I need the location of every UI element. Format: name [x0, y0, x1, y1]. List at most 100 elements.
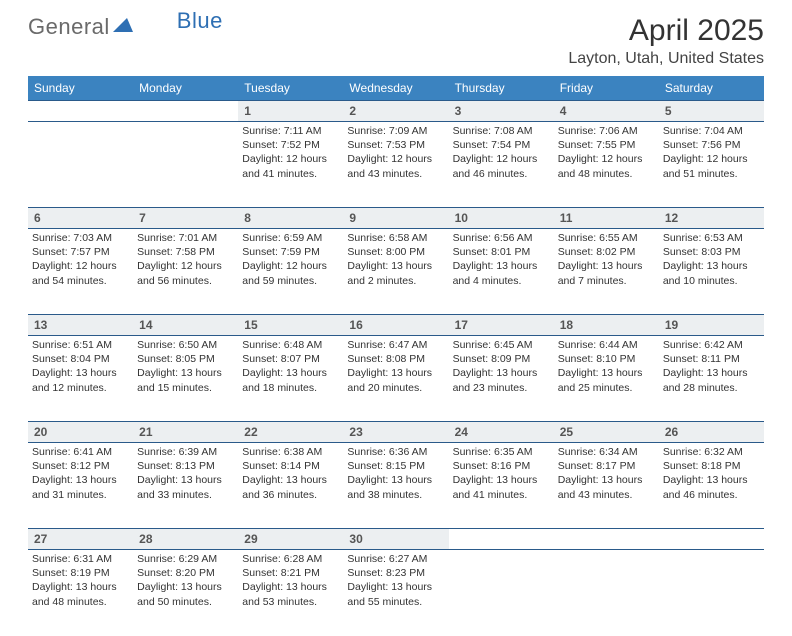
day-number: 19	[659, 315, 764, 335]
day-detail: Sunrise: 7:03 AMSunset: 7:57 PMDaylight:…	[32, 229, 129, 288]
day-cell: Sunrise: 6:44 AMSunset: 8:10 PMDaylight:…	[554, 336, 659, 422]
day-number-cell: 2	[343, 101, 448, 122]
day-number-cell: 19	[659, 315, 764, 336]
day-cell: Sunrise: 6:58 AMSunset: 8:00 PMDaylight:…	[343, 229, 448, 315]
day-cell: Sunrise: 6:39 AMSunset: 8:13 PMDaylight:…	[133, 443, 238, 529]
day-number-row: 13141516171819	[28, 315, 764, 336]
day-number-cell: 12	[659, 208, 764, 229]
day-cell: Sunrise: 6:59 AMSunset: 7:59 PMDaylight:…	[238, 229, 343, 315]
weekday-header: Wednesday	[343, 76, 448, 101]
day-detail: Sunrise: 6:44 AMSunset: 8:10 PMDaylight:…	[558, 336, 655, 395]
day-detail: Sunrise: 6:42 AMSunset: 8:11 PMDaylight:…	[663, 336, 760, 395]
page-subtitle: Layton, Utah, United States	[568, 50, 764, 68]
day-number-cell: 5	[659, 101, 764, 122]
weekday-header: Friday	[554, 76, 659, 101]
day-content-row: Sunrise: 6:31 AMSunset: 8:19 PMDaylight:…	[28, 550, 764, 636]
day-cell: Sunrise: 6:42 AMSunset: 8:11 PMDaylight:…	[659, 336, 764, 422]
empty-cell	[133, 122, 238, 208]
day-detail: Sunrise: 6:47 AMSunset: 8:08 PMDaylight:…	[347, 336, 444, 395]
day-number: 21	[133, 422, 238, 442]
day-number: 5	[659, 101, 764, 121]
day-number-cell: 25	[554, 422, 659, 443]
day-detail: Sunrise: 6:29 AMSunset: 8:20 PMDaylight:…	[137, 550, 234, 609]
page-title: April 2025	[568, 14, 764, 48]
day-detail: Sunrise: 6:31 AMSunset: 8:19 PMDaylight:…	[32, 550, 129, 609]
day-number-cell: 28	[133, 529, 238, 550]
day-number: 28	[133, 529, 238, 549]
day-detail: Sunrise: 6:28 AMSunset: 8:21 PMDaylight:…	[242, 550, 339, 609]
day-cell: Sunrise: 6:56 AMSunset: 8:01 PMDaylight:…	[449, 229, 554, 315]
day-number-cell: 24	[449, 422, 554, 443]
day-number-cell: 16	[343, 315, 448, 336]
day-cell: Sunrise: 6:32 AMSunset: 8:18 PMDaylight:…	[659, 443, 764, 529]
day-detail: Sunrise: 7:04 AMSunset: 7:56 PMDaylight:…	[663, 122, 760, 181]
empty-cell	[28, 101, 133, 122]
day-cell: Sunrise: 7:04 AMSunset: 7:56 PMDaylight:…	[659, 122, 764, 208]
day-number-cell: 30	[343, 529, 448, 550]
day-cell: Sunrise: 6:28 AMSunset: 8:21 PMDaylight:…	[238, 550, 343, 636]
day-cell: Sunrise: 6:47 AMSunset: 8:08 PMDaylight:…	[343, 336, 448, 422]
day-number: 18	[554, 315, 659, 335]
day-content-row: Sunrise: 7:03 AMSunset: 7:57 PMDaylight:…	[28, 229, 764, 315]
calendar-table: SundayMondayTuesdayWednesdayThursdayFrid…	[28, 76, 764, 636]
day-cell: Sunrise: 7:08 AMSunset: 7:54 PMDaylight:…	[449, 122, 554, 208]
day-cell: Sunrise: 6:53 AMSunset: 8:03 PMDaylight:…	[659, 229, 764, 315]
day-number-cell: 11	[554, 208, 659, 229]
day-number-cell: 1	[238, 101, 343, 122]
weekday-header: Saturday	[659, 76, 764, 101]
day-cell: Sunrise: 6:34 AMSunset: 8:17 PMDaylight:…	[554, 443, 659, 529]
day-number-cell: 10	[449, 208, 554, 229]
day-number-row: 27282930	[28, 529, 764, 550]
day-number-cell: 29	[238, 529, 343, 550]
day-number-cell: 27	[28, 529, 133, 550]
day-number-cell: 21	[133, 422, 238, 443]
day-detail: Sunrise: 6:39 AMSunset: 8:13 PMDaylight:…	[137, 443, 234, 502]
day-cell: Sunrise: 6:50 AMSunset: 8:05 PMDaylight:…	[133, 336, 238, 422]
day-number: 25	[554, 422, 659, 442]
day-number-row: 6789101112	[28, 208, 764, 229]
day-number: 3	[449, 101, 554, 121]
day-number: 9	[343, 208, 448, 228]
title-block: April 2025 Layton, Utah, United States	[568, 14, 764, 68]
day-cell: Sunrise: 7:11 AMSunset: 7:52 PMDaylight:…	[238, 122, 343, 208]
day-number: 17	[449, 315, 554, 335]
day-detail: Sunrise: 7:11 AMSunset: 7:52 PMDaylight:…	[242, 122, 339, 181]
day-number-cell: 8	[238, 208, 343, 229]
day-detail: Sunrise: 6:55 AMSunset: 8:02 PMDaylight:…	[558, 229, 655, 288]
empty-cell	[554, 529, 659, 550]
weekday-header-row: SundayMondayTuesdayWednesdayThursdayFrid…	[28, 76, 764, 101]
day-number-cell: 15	[238, 315, 343, 336]
weekday-header: Monday	[133, 76, 238, 101]
day-detail: Sunrise: 6:56 AMSunset: 8:01 PMDaylight:…	[453, 229, 550, 288]
day-cell: Sunrise: 6:55 AMSunset: 8:02 PMDaylight:…	[554, 229, 659, 315]
brand-part1: General	[28, 14, 110, 40]
day-content-row: Sunrise: 7:11 AMSunset: 7:52 PMDaylight:…	[28, 122, 764, 208]
day-cell: Sunrise: 6:35 AMSunset: 8:16 PMDaylight:…	[449, 443, 554, 529]
brand-triangle-icon	[113, 12, 133, 38]
day-number-cell: 4	[554, 101, 659, 122]
day-cell: Sunrise: 6:36 AMSunset: 8:15 PMDaylight:…	[343, 443, 448, 529]
day-detail: Sunrise: 6:38 AMSunset: 8:14 PMDaylight:…	[242, 443, 339, 502]
day-detail: Sunrise: 6:27 AMSunset: 8:23 PMDaylight:…	[347, 550, 444, 609]
day-detail: Sunrise: 7:09 AMSunset: 7:53 PMDaylight:…	[347, 122, 444, 181]
brand-part2: Blue	[177, 8, 223, 34]
day-number: 6	[28, 208, 133, 228]
day-detail: Sunrise: 6:34 AMSunset: 8:17 PMDaylight:…	[558, 443, 655, 502]
day-number: 12	[659, 208, 764, 228]
day-number-cell: 3	[449, 101, 554, 122]
day-number-cell: 13	[28, 315, 133, 336]
day-number: 7	[133, 208, 238, 228]
day-cell: Sunrise: 7:01 AMSunset: 7:58 PMDaylight:…	[133, 229, 238, 315]
day-content-row: Sunrise: 6:51 AMSunset: 8:04 PMDaylight:…	[28, 336, 764, 422]
day-cell: Sunrise: 6:31 AMSunset: 8:19 PMDaylight:…	[28, 550, 133, 636]
day-detail: Sunrise: 6:59 AMSunset: 7:59 PMDaylight:…	[242, 229, 339, 288]
empty-cell	[554, 550, 659, 636]
day-number: 24	[449, 422, 554, 442]
day-content-row: Sunrise: 6:41 AMSunset: 8:12 PMDaylight:…	[28, 443, 764, 529]
day-detail: Sunrise: 6:58 AMSunset: 8:00 PMDaylight:…	[347, 229, 444, 288]
day-number: 22	[238, 422, 343, 442]
day-cell: Sunrise: 6:38 AMSunset: 8:14 PMDaylight:…	[238, 443, 343, 529]
day-number: 23	[343, 422, 448, 442]
day-number: 10	[449, 208, 554, 228]
day-cell: Sunrise: 7:03 AMSunset: 7:57 PMDaylight:…	[28, 229, 133, 315]
